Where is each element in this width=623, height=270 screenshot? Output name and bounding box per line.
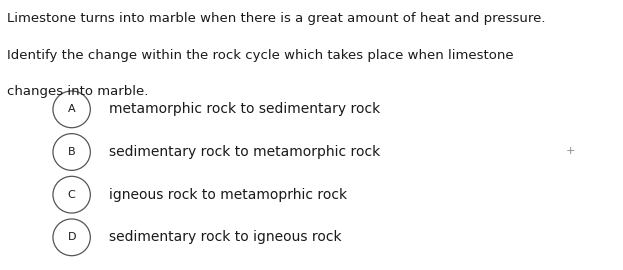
Text: D: D <box>67 232 76 242</box>
Text: sedimentary rock to igneous rock: sedimentary rock to igneous rock <box>109 230 341 244</box>
Text: igneous rock to metamoprhic rock: igneous rock to metamoprhic rock <box>109 188 347 202</box>
Text: A: A <box>68 104 75 114</box>
Text: metamorphic rock to sedimentary rock: metamorphic rock to sedimentary rock <box>109 102 380 116</box>
Text: B: B <box>68 147 75 157</box>
Text: +: + <box>565 146 575 156</box>
Text: sedimentary rock to metamorphic rock: sedimentary rock to metamorphic rock <box>109 145 380 159</box>
Text: C: C <box>68 190 75 200</box>
Text: Identify the change within the rock cycle which takes place when limestone: Identify the change within the rock cycl… <box>7 49 514 62</box>
Text: changes into marble.: changes into marble. <box>7 85 149 98</box>
Text: Limestone turns into marble when there is a great amount of heat and pressure.: Limestone turns into marble when there i… <box>7 12 546 25</box>
